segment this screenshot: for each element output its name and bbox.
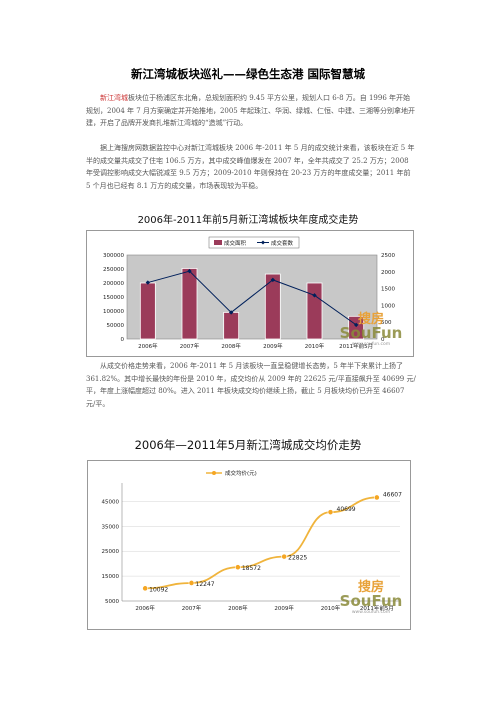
paragraph-price: 从成交价格走势来看，2006 年-2011 年 5 月该板块一直呈稳健增长态势，… <box>86 362 416 408</box>
chart1-point <box>312 293 317 298</box>
chart2-y-tick: 35000 <box>102 524 120 530</box>
chart1-point <box>353 322 359 328</box>
chart2-data-label: 12247 <box>196 581 215 588</box>
chart1-x-tick: 2007年 <box>180 342 200 350</box>
chart1-x-tick: 2006年 <box>138 342 158 350</box>
chart1-x-tick: 2011年前5月 <box>339 342 373 350</box>
watermark-url: www.soufun.com <box>352 341 390 347</box>
chart1-x-tick: 2010年 <box>305 342 325 350</box>
chart2-y-tick: 5000 <box>105 599 119 605</box>
chart1-bar <box>139 282 156 340</box>
chart1-frame: 0 50000 100000 150000 200000 250000 300000 0 500… <box>86 230 414 357</box>
chart1-right-tick: 0 <box>381 337 385 343</box>
chart2-point <box>234 564 241 571</box>
chart1-point <box>145 280 151 285</box>
chart1-legend-bar-swatch <box>214 240 222 245</box>
chart2-title: 2006年—2011年5月新江湾城成交均价走势 <box>134 438 362 452</box>
chart1-right-tick: 500 <box>381 320 392 326</box>
chart1-left-tick: 200000 <box>103 281 124 287</box>
chart2-x-tick: 2008年 <box>228 604 248 612</box>
chart2-point <box>281 553 288 560</box>
chart2-y-tick: 45000 <box>102 499 120 505</box>
chart1-legend-line-label: 成交套数 <box>271 239 294 247</box>
chart1-x-tick: 2008年 <box>221 342 241 350</box>
chart1-right-tick: 2000 <box>381 270 395 276</box>
chart1-legend-line-marker <box>261 240 265 245</box>
chart1-svg: 0 50000 100000 150000 200000 250000 300000 0 500… <box>103 236 403 350</box>
watermark-logo-cn: 搜房 <box>358 311 384 327</box>
chart1-left-tick: 50000 <box>107 323 125 329</box>
chart2-y-tick: 15000 <box>102 574 120 580</box>
chart2-point <box>142 585 149 592</box>
chart1-point <box>270 277 276 283</box>
chart1-right-tick: 1500 <box>381 287 395 293</box>
chart1-left-tick: 100000 <box>103 309 124 315</box>
chart2-legend-label: 成交均价(元) <box>225 469 257 477</box>
chart2-frame: 5000 15000 25000 35000 45000 10092 12247 18572 2… <box>87 460 411 630</box>
chart1-right-tick: 1000 <box>381 303 395 309</box>
chart1-plot-area <box>126 254 378 340</box>
highlight-term: 新江湾城 <box>100 94 128 102</box>
chart1-title: 2006年-2011年前5月新江湾城板块年度成交走势 <box>137 215 359 226</box>
chart2-x-tick: 2007年 <box>182 604 202 612</box>
chart1-bar <box>306 282 323 340</box>
chart1-left-tick: 0 <box>121 337 125 343</box>
watermark-logo-cn: 搜房 <box>358 579 384 595</box>
chart2-svg: 5000 15000 25000 35000 45000 10092 12247 18572 2… <box>102 469 403 615</box>
chart2-point <box>188 580 195 586</box>
chart1-bar <box>181 268 198 340</box>
chart2-x-tick: 2009年 <box>274 604 294 612</box>
chart1-point <box>187 268 192 274</box>
chart2-legend-marker <box>212 471 216 475</box>
chart1-right-tick: 2500 <box>381 253 395 259</box>
chart2-y-tick: 25000 <box>102 549 120 555</box>
chart2-x-tick: 2006年 <box>135 604 155 612</box>
chart2-x-tick: 2011年前5月 <box>360 604 394 612</box>
chart2-data-label: 10092 <box>149 586 168 593</box>
watermark-logo-en: SouFun <box>340 592 403 610</box>
page-title: 新江湾城板块巡礼——绿色生态港 国际智慧城 <box>130 67 365 81</box>
chart1-left-tick: 250000 <box>103 267 124 273</box>
paragraph-intro-text: 板块位于杨浦区东北角，总规划面积约 9.45 平方公里，规划人口 6-8 万。自… <box>86 94 415 127</box>
watermark-url: www.soufun.com <box>352 609 390 615</box>
chart2-data-label: 46607 <box>383 491 402 498</box>
chart2-data-label: 22825 <box>288 555 307 562</box>
chart1-left-tick: 150000 <box>103 295 124 301</box>
paragraph-intro: 新江湾城板块位于杨浦区东北角，总规划面积约 9.45 平方公里，规划人口 6-8… <box>86 92 416 130</box>
chart1-series-line <box>147 270 357 326</box>
chart2-point <box>327 509 334 516</box>
chart1-point <box>228 310 234 315</box>
chart2-point <box>373 494 380 501</box>
chart1-x-tick: 2009年 <box>263 342 283 350</box>
chart1-legend-box <box>208 236 300 249</box>
chart1-legend-bar-label: 成交面积 <box>224 239 247 247</box>
paragraph-volume: 据上海搜房网数据监控中心对新江湾城板块 2006 年-2011 年 5 月的成交… <box>86 144 415 190</box>
chart1-bar <box>223 312 240 340</box>
chart1-left-tick: 300000 <box>103 253 124 259</box>
chart2-data-label: 40699 <box>337 506 356 513</box>
chart1-bar <box>264 273 281 340</box>
watermark-logo-en: SouFun <box>340 324 403 342</box>
chart2-data-label: 18572 <box>242 565 261 572</box>
chart2-x-tick: 2010年 <box>321 604 341 612</box>
